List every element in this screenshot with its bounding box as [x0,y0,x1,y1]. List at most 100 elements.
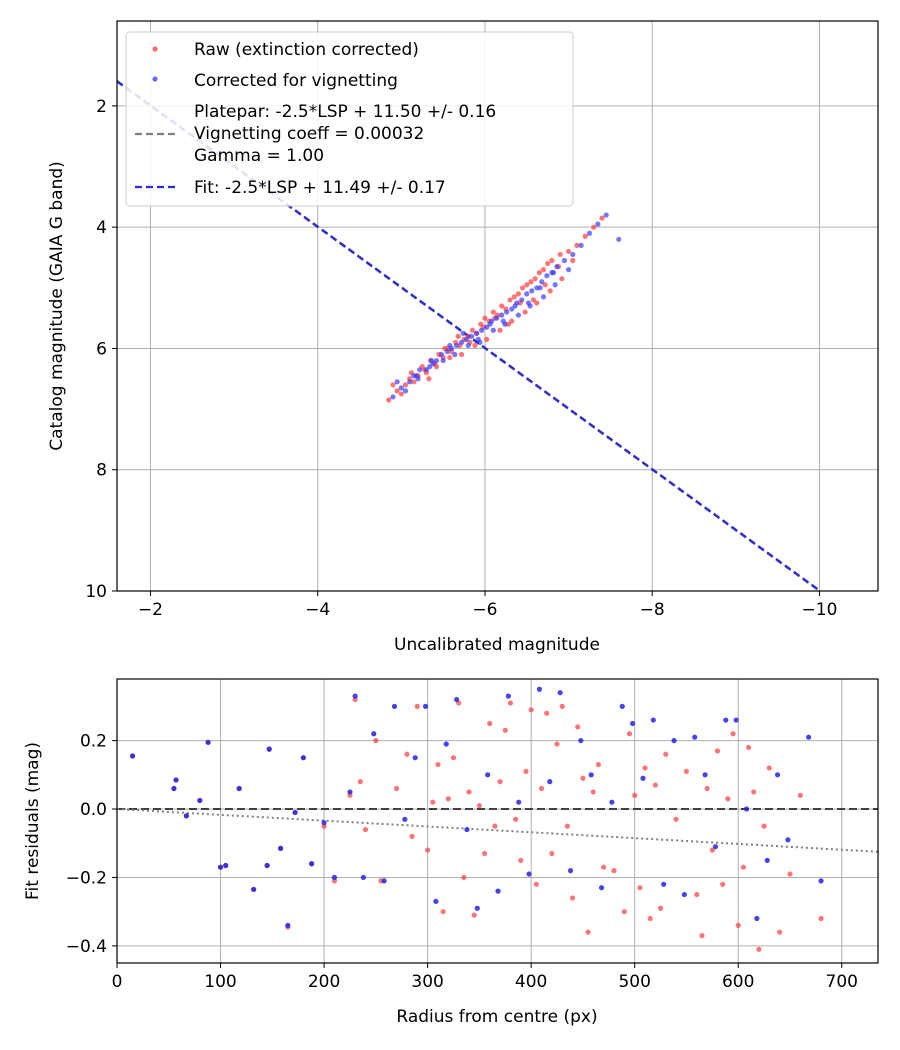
corrected-residual-point [619,703,625,709]
raw-residual-point [709,847,715,853]
bottom-x-tick-label: 200 [308,972,340,992]
raw-residual-point [601,864,607,870]
top-plot-border [116,20,879,592]
corrected-point [554,263,560,270]
top-x-axis-label: Uncalibrated magnitude [394,635,600,655]
raw-residual-point [523,768,529,774]
raw-residual-point [528,707,534,713]
raw-point [549,257,555,264]
raw-point [472,342,478,349]
raw-residual-point [735,922,741,928]
corrected-point [453,342,460,349]
raw-residual-point [621,909,627,915]
corrected-point [544,273,550,279]
raw-residual-point [626,731,633,737]
bottom-x-tick-label: 0 [112,972,123,992]
raw-residual-point [730,731,736,737]
top-x-tick-label: −4 [305,600,330,620]
top-y-tick-label: 8 [96,461,107,481]
bottom-x-tick-label: 600 [722,972,754,992]
raw-residual-point [766,765,772,771]
raw-point [519,285,526,291]
corrected-point [512,303,518,309]
corrected-point [539,279,545,285]
corrected-residual-point [806,734,812,740]
corrected-point [447,342,453,349]
raw-residual-point [497,779,503,785]
legend-label-corrected: Corrected for vignetting [194,71,398,91]
bottom-y-tick-label: 0.2 [80,732,107,752]
corrected-residual-point [277,845,284,851]
corrected-residual-point [505,693,511,699]
corrected-residual-point [266,746,272,752]
top-x-tick-label: −10 [802,600,838,620]
corrected-residual-point [818,878,824,884]
legend-label-platepar: Platepar: -2.5*LSP + 11.50 +/- 0.16 Vign… [194,102,502,166]
corrected-residual-point [217,864,224,870]
corrected-residual-point [223,862,229,869]
bottom-x-ticks: 0 100 200 300 400 500 600 700 [112,963,858,992]
corrected-point [433,357,440,364]
raw-point [402,382,409,388]
raw-point [565,248,572,255]
raw-residual-point [559,703,565,709]
corrected-residual-point [264,862,270,869]
corrected-residual-point [402,816,408,822]
raw-point [557,251,563,258]
corrected-residual-point [422,703,429,709]
raw-residual-point [632,792,638,798]
corrected-residual-point [712,844,719,850]
raw-residual-point [637,885,643,891]
bottom-grid [116,679,878,963]
corrected-residual-point [251,886,257,893]
corrected-residual-point [292,809,298,816]
corrected-residual-point [360,874,367,881]
raw-residual-point [554,741,560,747]
raw-point [455,333,461,339]
raw-residual-point [683,768,690,774]
top-x-tick-label: −2 [138,600,163,620]
corrected-residual-point [321,820,327,826]
raw-residual-point [440,909,446,915]
corrected-point [500,318,506,324]
bottom-x-tick-label: 500 [618,972,650,992]
raw-residual-point [673,816,679,822]
corrected-residual-point [681,891,687,898]
corrected-point [550,270,557,276]
corrected-point [603,212,609,218]
raw-point [574,242,580,248]
corrected-point [490,327,496,333]
corrected-point [390,394,396,400]
corrected-residual-point [743,806,750,812]
raw-residual-point [362,826,369,833]
bottom-x-axis-label: Radius from centre (px) [396,1007,597,1027]
raw-point [447,354,453,361]
raw-residual-point [699,933,705,939]
corrected-point [524,291,530,297]
corrected-residual-point [443,741,449,747]
corrected-residual-point [129,753,136,759]
raw-residual-point [544,710,550,716]
corrected-point [552,282,558,288]
corrected-point [537,285,543,291]
corrected-point [484,324,490,330]
raw-residual-point [373,737,379,744]
corrected-residual-point [588,772,594,778]
raw-residual-point [492,823,498,829]
raw-residual-point [502,727,508,733]
raw-residual-point [575,724,581,730]
raw-point [426,376,432,382]
corrected-residual-point [723,717,729,723]
top-y-tick-label: 4 [96,218,107,238]
raw-residual-point [652,782,658,788]
corrected-point [423,367,430,373]
corrected-residual-point [412,755,418,761]
raw-residual-point [611,868,617,874]
raw-residual-point [818,915,824,922]
raw-residual-point [642,765,648,771]
corrected-point [515,312,522,318]
corrected-residual-point [236,785,242,792]
corrected-residual-point [391,703,398,709]
bottom-y-tick-label: −0.2 [66,868,107,888]
corrected-residual-point [371,731,377,737]
